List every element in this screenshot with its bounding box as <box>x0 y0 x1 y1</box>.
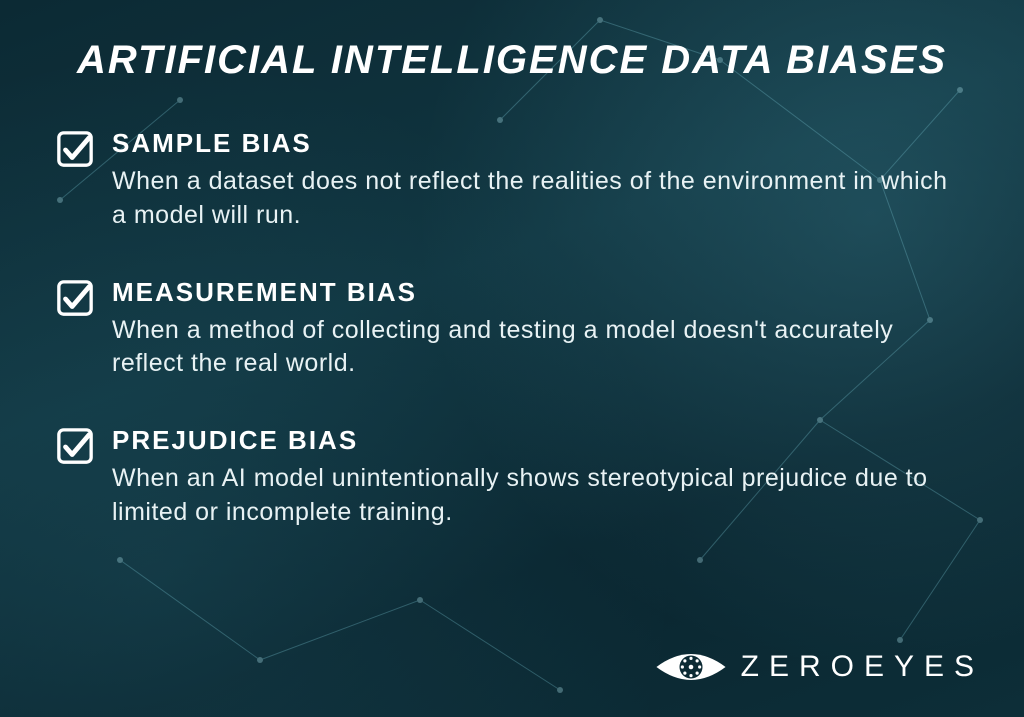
item-desc: When an AI model unintentionally shows s… <box>112 462 964 530</box>
item-title: MEASUREMENT BIAS <box>112 277 964 308</box>
item-title: SAMPLE BIAS <box>112 128 964 159</box>
list-item: PREJUDICE BIAS When an AI model unintent… <box>56 425 964 530</box>
checkmark-box-icon <box>56 130 94 168</box>
checkmark-box-icon <box>56 279 94 317</box>
brand-name: ZEROEYES <box>741 650 984 684</box>
eye-icon <box>655 645 727 689</box>
infographic-slide: ARTIFICIAL INTELLIGENCE DATA BIASES SAMP… <box>0 0 1024 717</box>
bias-list: SAMPLE BIAS When a dataset does not refl… <box>56 128 964 574</box>
item-desc: When a method of collecting and testing … <box>112 314 964 382</box>
list-item-body: PREJUDICE BIAS When an AI model unintent… <box>112 425 964 530</box>
item-desc: When a dataset does not reflect the real… <box>112 165 964 233</box>
list-item-body: MEASUREMENT BIAS When a method of collec… <box>112 277 964 382</box>
list-item: MEASUREMENT BIAS When a method of collec… <box>56 277 964 382</box>
checkmark-box-icon <box>56 427 94 465</box>
item-title: PREJUDICE BIAS <box>112 425 964 456</box>
page-title: ARTIFICIAL INTELLIGENCE DATA BIASES <box>0 38 1024 83</box>
list-item: SAMPLE BIAS When a dataset does not refl… <box>56 128 964 233</box>
list-item-body: SAMPLE BIAS When a dataset does not refl… <box>112 128 964 233</box>
brand-logo: ZEROEYES <box>655 645 984 689</box>
